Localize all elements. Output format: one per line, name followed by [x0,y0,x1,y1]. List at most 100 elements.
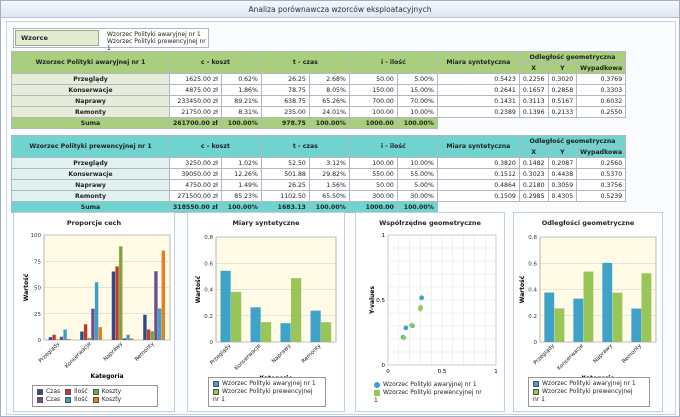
cell-t: 638.75 [260,95,310,107]
y-tick-label: 0.6 [204,261,213,267]
bar [67,338,71,340]
x-tick-label: 0 [386,369,390,375]
cell-ip: 30.00% [396,190,438,202]
cell-t: 26.25 [260,73,310,85]
row-label: Remonty [11,190,170,202]
legend-item: Ilość [65,388,88,396]
sum-tp: 100.00% [308,117,350,129]
y-tick-label: 0.2 [528,314,537,320]
legend-item: Wzorzec Polityki prewencyjnej nr 1 [213,388,316,404]
table-row: Remonty 21750.00 zł 8.31% 235.00 24.01% 100.0… [11,106,627,118]
cell-ip: 5.00% [396,179,438,191]
cell-y: 0.2087 [547,157,578,169]
cell-w: 0.3756 [576,179,627,191]
chart-panel-odleglosci: Odległości geometryczne 0 0.2 0.4 0.6 0.8 Prz… [513,212,663,412]
blank-cell [519,118,548,129]
chart-title: Odległości geometryczne [541,219,635,227]
x-header: X [518,62,549,74]
x-tick-label: Naprawy [103,341,125,363]
bar [154,271,158,340]
cell-x: 0.1396 [518,106,549,118]
legend-swatch [65,396,72,403]
cell-m: 0.4864 [436,179,520,191]
x-tick-label: Remonty [134,341,156,363]
table-title: Wzorzec Polityki awaryjnej nr 1 [11,51,170,74]
bar [91,308,95,340]
legend-swatch [37,388,43,395]
bar [83,324,88,340]
x-axis-label: Kategoria [90,373,123,380]
sum-cp: 100.00% [220,117,262,129]
row-label: Naprawy [11,179,170,191]
legend-label: Czas [46,396,61,403]
bar [544,292,555,342]
sum-row: Suma 318550.00 zł 100.00% 1683.13 100.00% 100… [11,201,626,213]
x-tick-label: Przeglądy [209,343,233,367]
cell-y: 0.5167 [547,95,578,107]
cell-cp: 12.26% [220,168,262,180]
legend-item: Czas [37,388,60,396]
chart-legend: Wzorzec Polityki awaryjnej nr 1 Wzorzec P… [528,377,650,407]
cell-i: 100.00 [348,106,398,118]
cell-c: 271500.00 zł [169,190,222,202]
scatter-point [419,295,425,301]
cell-ip: 55.00% [396,168,438,180]
row-label: Przeglądy [11,73,170,85]
bar [94,282,99,340]
cell-i: 150.00 [348,84,398,96]
cell-i: 50.00 [348,179,398,191]
bar [321,322,332,342]
bar [291,278,302,342]
cell-y: 0.3020 [547,73,578,85]
table-row: Naprawy 233450.00 zł 89.21% 638.75 65.26% 700… [11,95,627,107]
legend-swatch [37,396,43,403]
table-title: Wzorzec Polityki prewencyjnej nr 1 [11,135,170,158]
bar [161,250,165,340]
x-tick-label: 0.5 [438,369,447,375]
bar [231,291,242,342]
legend-item: Koszty [92,396,121,404]
y-tick-label: 0 [210,340,214,346]
cell-c: 3250.00 zł [169,157,222,169]
cell-t: 501.88 [260,168,310,180]
bar [631,308,642,342]
row-label: Przeglądy [11,157,170,169]
sum-ip: 100.00% [396,117,438,129]
bar [280,323,291,342]
y-tick-label: 0 [534,340,538,346]
cell-tp: 29.82% [308,168,350,180]
table-row: Naprawy 4750.00 zł 1.49% 26.25 1.56% 50.00 5.0… [11,179,627,191]
x-tick-label: Konserwacje [234,343,263,372]
pattern-selector[interactable]: Wzorce Wzorzec Polityki awaryjnej nr 1 W… [13,28,209,52]
y-axis-label: Y-values [369,286,376,315]
y-axis-label: Wartość [519,275,526,303]
cell-ip: 15.00% [396,84,438,96]
legend-label: Ilość [74,396,88,403]
cell-cp: 1.02% [220,157,262,169]
cell-m: 0.3820 [436,157,520,169]
cell-m: 0.5423 [436,73,520,85]
i-header: i - ilość [348,51,438,74]
cell-tp: 3.12% [308,157,350,169]
y-tick-label: 100 [31,233,42,239]
sum-i: 1000.00 [348,201,398,213]
bar [573,298,584,342]
y-tick-label: 0.5 [376,298,385,304]
cell-cp: 8.31% [220,106,262,118]
row-label: Konserwacje [11,168,170,180]
cell-w: 0.2550 [576,106,627,118]
legend-label: Wzorzec Polityki prewencyjnej nr 1 [533,388,633,403]
chart-odleglosci: 0 0.2 0.4 0.6 0.8 Przeglądy Konserwacje Naprawy… [519,235,657,382]
cell-w: 0.3303 [576,84,627,96]
bar [122,338,127,340]
odl-header: Odległość geometryczna [518,51,627,63]
cell-m: 0.1509 [436,190,520,202]
y-header: Y [547,62,578,74]
bar [52,334,56,340]
cell-cp: 85.23% [220,190,262,202]
legend-item: Wzorzec Polityki prewencyjnej nr 1 [374,389,483,405]
pattern-name-2: Wzorzec Polityki prewencyjnej nr 1 [107,38,206,52]
bar [130,338,134,340]
